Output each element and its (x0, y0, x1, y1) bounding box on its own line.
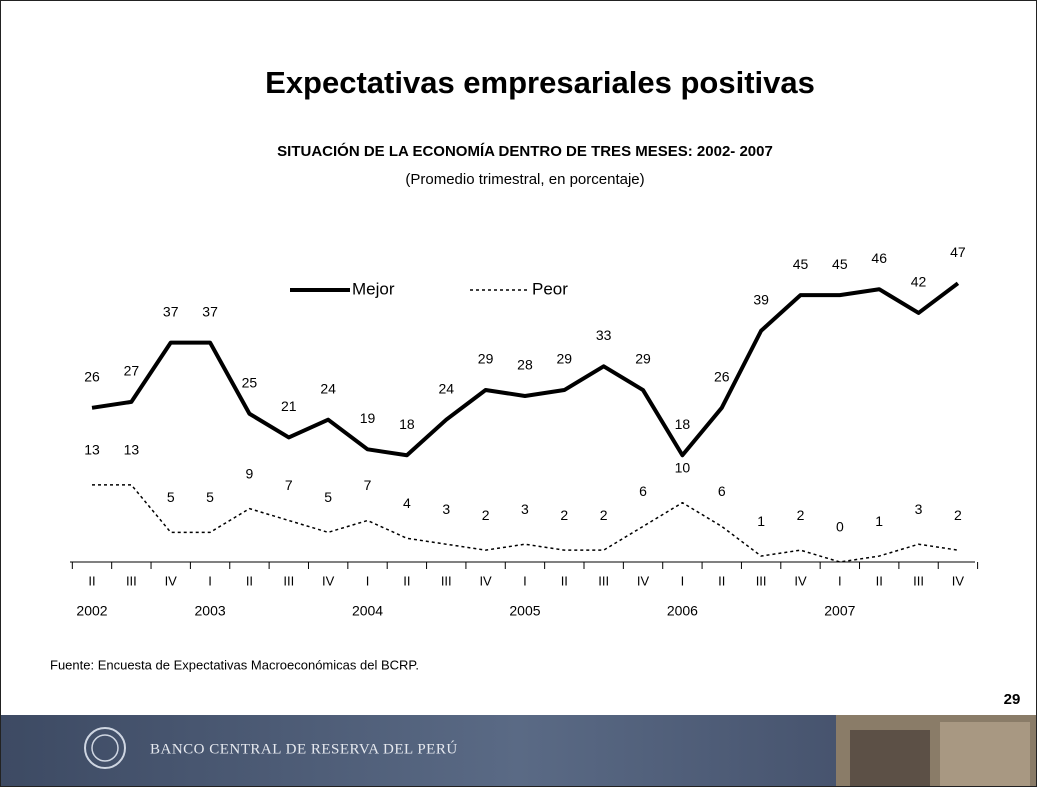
x-tick-label: II (403, 573, 410, 588)
data-label: 29 (478, 351, 494, 367)
data-label: 37 (163, 303, 179, 319)
legend-label: Mejor (352, 279, 395, 298)
data-label: 0 (836, 519, 844, 535)
data-label: 3 (521, 501, 529, 517)
data-label: 46 (871, 250, 887, 266)
data-label: 3 (442, 501, 450, 517)
data-label: 26 (84, 369, 100, 385)
x-tick-label: I (366, 573, 370, 588)
data-label: 6 (639, 483, 647, 499)
x-tick-label: III (756, 573, 767, 588)
x-tick-label: II (246, 573, 253, 588)
data-label: 45 (793, 256, 809, 272)
x-tick-label: III (598, 573, 609, 588)
x-tick-label: III (283, 573, 294, 588)
bank-logo-inner (91, 734, 119, 762)
year-label: 2006 (667, 603, 698, 619)
page-number: 29 (1004, 691, 1021, 708)
x-tick-label: III (441, 573, 452, 588)
data-label: 13 (84, 442, 100, 458)
x-tick-label: IV (794, 573, 807, 588)
x-tick-label: III (913, 573, 924, 588)
year-label: 2003 (195, 603, 226, 619)
year-label: 2005 (509, 603, 540, 619)
year-label: 2007 (824, 603, 855, 619)
x-tick-label: I (681, 573, 685, 588)
data-label: 5 (167, 489, 175, 505)
data-label: 7 (364, 477, 372, 493)
data-label: 45 (832, 256, 848, 272)
x-tick-label: I (838, 573, 842, 588)
data-label: 2 (482, 507, 490, 523)
data-label: 29 (635, 351, 651, 367)
data-label: 2 (600, 507, 608, 523)
source-note: Fuente: Encuesta de Expectativas Macroec… (50, 657, 419, 672)
series-line (92, 484, 959, 563)
x-tick-label: IV (322, 573, 335, 588)
data-label: 7 (285, 477, 293, 493)
x-tick-label: III (126, 573, 137, 588)
data-label: 42 (911, 274, 927, 290)
data-label: 9 (246, 465, 254, 481)
data-label: 24 (320, 380, 336, 396)
data-label: 18 (399, 416, 415, 432)
data-label: 33 (596, 327, 612, 343)
data-label: 6 (718, 483, 726, 499)
data-label: 18 (675, 416, 691, 432)
x-tick-label: IV (637, 573, 650, 588)
data-label: 1 (875, 513, 883, 529)
data-label: 5 (324, 489, 332, 505)
year-label: 2002 (76, 603, 107, 619)
x-tick-label: II (876, 573, 883, 588)
data-label: 13 (124, 442, 140, 458)
data-label: 27 (124, 363, 140, 379)
data-label: 1 (757, 513, 765, 529)
series-line (91, 281, 960, 458)
data-label: 10 (675, 459, 691, 475)
data-label: 39 (753, 291, 769, 307)
data-label: 47 (950, 244, 966, 260)
slide-title: Expectativas empresariales positivas (265, 65, 815, 100)
data-label: 21 (281, 398, 297, 414)
year-label: 2004 (352, 603, 383, 619)
data-label: 2 (797, 507, 805, 523)
chart-title: SITUACIÓN DE LA ECONOMÍA DENTRO DE TRES … (277, 142, 773, 160)
data-label: 25 (242, 374, 258, 390)
legend-label: Peor (532, 279, 568, 298)
data-label: 2 (954, 507, 962, 523)
data-label: 37 (202, 303, 218, 319)
x-tick-label: IV (479, 573, 492, 588)
data-label: 3 (915, 501, 923, 517)
data-label: 29 (557, 351, 573, 367)
data-label: 4 (403, 495, 411, 511)
x-tick-label: II (718, 573, 725, 588)
bank-name: BANCO CENTRAL DE RESERVA DEL PERÚ (150, 740, 458, 757)
data-label: 2 (560, 507, 568, 523)
building-photo-part (850, 730, 930, 786)
chart-subtitle: (Promedio trimestral, en porcentaje) (405, 171, 644, 188)
data-label: 19 (360, 410, 376, 426)
data-label: 26 (714, 369, 730, 385)
x-tick-label: IV (165, 573, 178, 588)
x-tick-label: II (88, 573, 95, 588)
x-tick-label: I (523, 573, 527, 588)
data-label: 28 (517, 357, 533, 373)
x-tick-label: I (208, 573, 212, 588)
data-label: 5 (206, 489, 214, 505)
bank-logo (84, 727, 126, 769)
building-photo-part (940, 722, 1030, 786)
x-tick-label: II (561, 573, 568, 588)
data-label: 24 (438, 380, 454, 396)
footer: BANCO CENTRAL DE RESERVA DEL PERÚ (1, 715, 1036, 786)
x-tick-label: IV (952, 573, 965, 588)
